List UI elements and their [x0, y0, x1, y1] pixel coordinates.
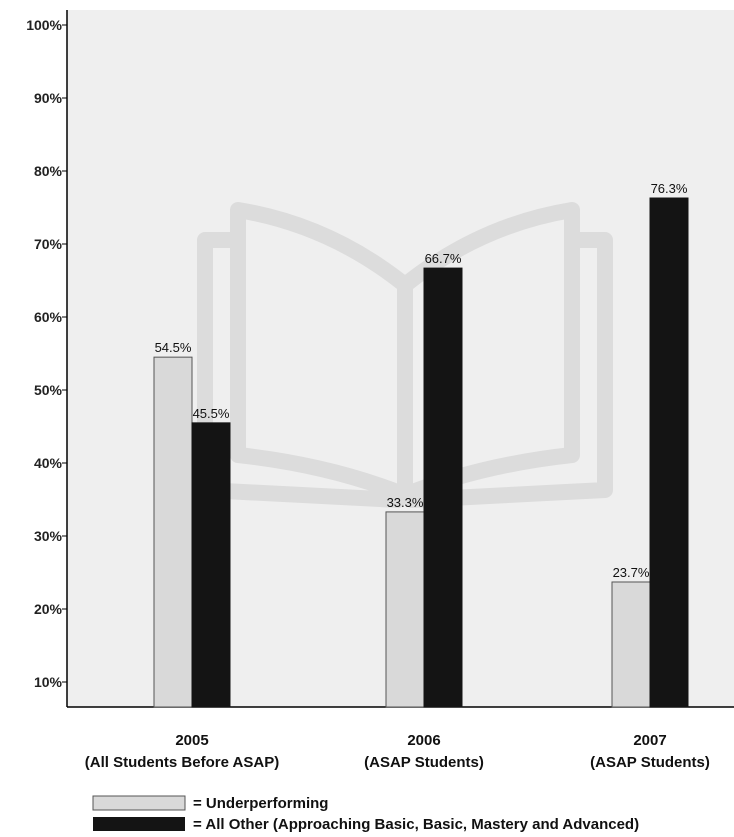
y-axis-ticks: 10% 20% 30% 40% 50% 60% 70% 80% 90% 100% [26, 17, 67, 690]
category-description-label: (ASAP Students) [364, 754, 484, 771]
y-tick-label: 90% [34, 90, 63, 106]
y-tick-label: 30% [34, 528, 63, 544]
y-tick-label: 10% [34, 674, 63, 690]
bar-all-other [423, 267, 463, 708]
y-tick-label: 100% [26, 17, 62, 33]
y-tick-label: 80% [34, 163, 63, 179]
category-year-label: 2006 [407, 732, 440, 749]
y-tick-label: 40% [34, 455, 63, 471]
y-tick-label: 60% [34, 309, 63, 325]
bars [153, 197, 689, 708]
bar-all-other [191, 422, 231, 708]
data-label: 76.3% [651, 181, 688, 196]
data-labels: 54.5% 45.5% 33.3% 66.7% 23.7% 76.3% [155, 181, 688, 580]
category-year-label: 2007 [633, 732, 666, 749]
data-label: 45.5% [193, 406, 230, 421]
legend-label-all-other: = All Other (Approaching Basic, Basic, M… [193, 816, 639, 833]
y-tick-label: 50% [34, 382, 63, 398]
legend-label-underperforming: = Underperforming [193, 795, 328, 812]
data-label: 66.7% [425, 251, 462, 266]
open-book-icon [197, 202, 613, 508]
bar-all-other [649, 197, 689, 708]
category-labels: 2005 (All Students Before ASAP) 2006 (ASAP … [85, 732, 710, 771]
legend: = Underperforming = All Other (Approachi… [92, 795, 639, 833]
y-tick-label: 20% [34, 601, 63, 617]
data-label: 33.3% [387, 495, 424, 510]
data-label: 23.7% [613, 565, 650, 580]
bar-underperforming [385, 511, 425, 708]
legend-swatch-all-other [93, 817, 185, 831]
category-year-label: 2005 [175, 732, 208, 749]
legend-swatch-underperforming [92, 795, 186, 811]
category-description-label: (ASAP Students) [590, 754, 710, 771]
data-label: 54.5% [155, 340, 192, 355]
bar-underperforming [153, 356, 193, 708]
bar-underperforming [611, 581, 651, 708]
y-tick-label: 70% [34, 236, 63, 252]
category-description-label: (All Students Before ASAP) [85, 754, 279, 771]
